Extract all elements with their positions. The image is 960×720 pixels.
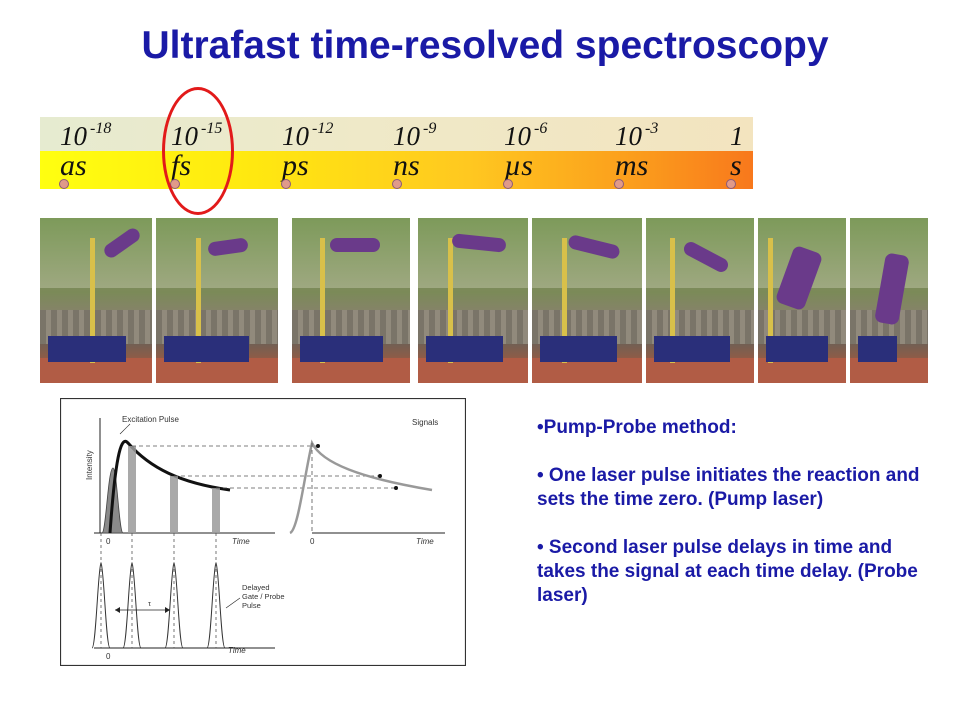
power-ns: 10 -9 [393,120,437,151]
time-left-label: Time [232,537,250,546]
power-as: 10 -18 [60,120,112,151]
scale-dot-ps [281,179,291,189]
signal-decay-curve [108,439,231,534]
time-right-label: Time [416,537,434,546]
power-s: 1 [730,121,744,151]
tau-arrow-right-head [165,607,170,613]
zero-bottom-label: 0 [106,652,111,661]
power-ms: 10 -3 [615,120,659,151]
photo-frame-3 [292,218,410,383]
probe-callout [225,597,241,609]
scale-dot-ms [614,179,624,189]
power-ps: 10 -12 [282,120,334,151]
tau-arrow-left-head [115,607,120,613]
intensity-label: Intensity [85,450,94,480]
excitation-pulse-label: Excitation Pulse [122,415,179,424]
photo-frame-8 [850,218,928,383]
delayed-label-2: Gate / Probe [242,592,285,601]
signal-point-2 [378,474,382,478]
signal-point-3 [394,486,398,490]
fs-highlight-circle [162,87,234,215]
gate-bar-1 [128,446,136,533]
bullet-pump-laser: • One laser pulse initiates the reaction… [537,465,920,510]
page-title: Ultrafast time-resolved spectroscopy [141,24,829,67]
unit-s: s [730,149,742,182]
bullet-list: •Pump-Probe method: • One laser pulse in… [537,416,937,632]
signal-point-1 [316,444,320,448]
gate-bar-2 [170,476,178,533]
unit-ps: ps [282,149,309,182]
zero-right-label: 0 [310,537,315,546]
bullet-pump-probe-method: •Pump-Probe method: [537,417,737,438]
unit-us: µs [504,149,533,182]
excitation-callout [119,423,131,435]
tau-label: τ [148,599,152,608]
zero-left-label: 0 [106,537,111,546]
scale-dot-ns [392,179,402,189]
photo-sequence [40,218,928,383]
delayed-label-1: Delayed [242,583,270,592]
photo-frame-7 [758,218,846,383]
unit-as: as [60,149,87,182]
photo-frame-2 [156,218,278,383]
power-us: 10 -6 [504,120,548,151]
photo-frame-1 [40,218,152,383]
timescale-bar: 10 -18 10 -15 10 -12 10 -9 10 -6 10 -3 1 as fs… [40,117,753,189]
unit-ns: ns [393,149,420,182]
scale-dot-s [726,179,736,189]
signals-label: Signals [412,418,438,427]
scale-dot-us [503,179,513,189]
bullet-probe-laser: • Second laser pulse delays in time and … [537,537,918,606]
photo-frame-4 [418,218,528,383]
timescale-powers-row [40,117,753,151]
time-bottom-label: Time [228,646,246,655]
pump-probe-diagram: Excitation Pulse Signals Intensity 0 0 0… [60,398,466,666]
unit-ms: ms [615,149,649,182]
delayed-label-3: Pulse [242,601,261,610]
photo-frame-5 [532,218,642,383]
photo-frame-6 [646,218,754,383]
scale-dot-as [59,179,69,189]
gate-bar-3 [212,488,220,533]
